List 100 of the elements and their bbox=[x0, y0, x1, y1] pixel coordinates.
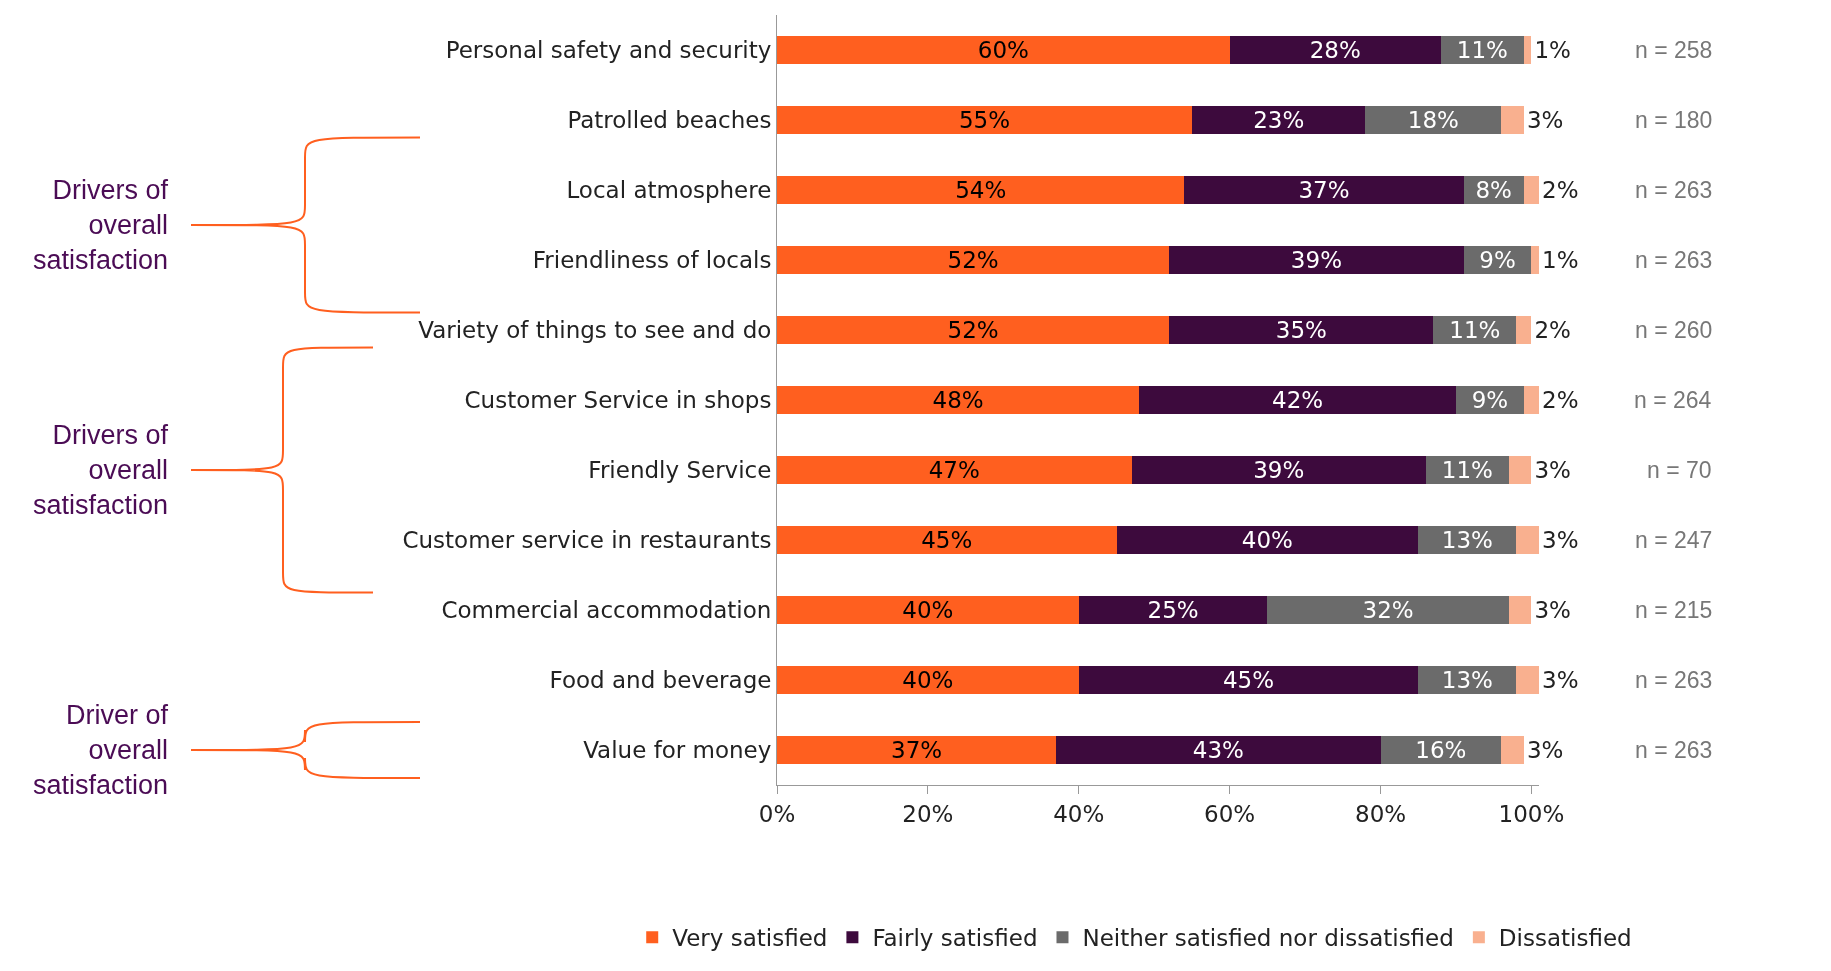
y-tick-label: Patrolled beaches bbox=[567, 107, 772, 134]
data-label: 40% bbox=[1241, 527, 1293, 553]
bar bbox=[1229, 36, 1441, 64]
bar bbox=[1169, 246, 1464, 274]
data-label: 13% bbox=[1441, 527, 1493, 553]
bar bbox=[1523, 176, 1539, 204]
text: n = 263 bbox=[1635, 667, 1713, 693]
y-tick-label: Variety of things to see and do bbox=[418, 317, 772, 344]
data-label: 43% bbox=[1192, 737, 1244, 763]
data-label: 11% bbox=[1441, 457, 1493, 483]
data-label: 11% bbox=[1449, 317, 1501, 343]
data-label: 2% bbox=[1534, 317, 1571, 343]
x-tick-label: 20% bbox=[902, 800, 954, 827]
bar bbox=[1365, 106, 1502, 134]
data-label: 60% bbox=[977, 37, 1029, 63]
data-label: 37% bbox=[1298, 177, 1350, 203]
y-tick-label: Personal safety and security bbox=[445, 37, 772, 64]
text: n = 260 bbox=[1635, 317, 1713, 343]
bar bbox=[1078, 666, 1419, 694]
data-label: 3% bbox=[1534, 457, 1571, 483]
bar bbox=[1531, 246, 1539, 274]
bar bbox=[1078, 596, 1268, 624]
data-label: 2% bbox=[1542, 387, 1579, 413]
data-label: 3% bbox=[1542, 667, 1579, 693]
data-label: 45% bbox=[921, 527, 973, 553]
x-tick-label: 60% bbox=[1204, 800, 1256, 827]
x-tick-label: 100% bbox=[1498, 800, 1565, 827]
bar bbox=[1516, 526, 1539, 554]
bar bbox=[777, 106, 1192, 134]
data-label: 39% bbox=[1253, 457, 1305, 483]
bar bbox=[777, 526, 1117, 554]
bar bbox=[1116, 526, 1419, 554]
data-label: 3% bbox=[1526, 737, 1564, 763]
text: n = 258 bbox=[1635, 37, 1713, 63]
data-label: 2% bbox=[1542, 177, 1579, 203]
data-label: 1% bbox=[1542, 247, 1579, 273]
data-label: 35% bbox=[1275, 317, 1327, 343]
bar bbox=[1267, 596, 1509, 624]
data-label: 47% bbox=[928, 457, 980, 483]
bar bbox=[1508, 456, 1532, 484]
y-tick-label: Customer service in restaurants bbox=[402, 527, 772, 554]
bar bbox=[1169, 316, 1434, 344]
data-label: 16% bbox=[1415, 737, 1467, 763]
data-label: 18% bbox=[1407, 107, 1459, 133]
data-label: 42% bbox=[1272, 387, 1324, 413]
bar bbox=[777, 176, 1185, 204]
x-tick-label: 0% bbox=[758, 800, 796, 827]
x-tick-label: 40% bbox=[1053, 800, 1105, 827]
text: n = 264 bbox=[1634, 387, 1712, 413]
data-label: 37% bbox=[891, 737, 943, 763]
y-tick-label: Local atmosphere bbox=[566, 177, 772, 204]
bar bbox=[777, 456, 1132, 484]
text: n = 215 bbox=[1635, 597, 1713, 623]
data-label: 52% bbox=[947, 317, 999, 343]
bar bbox=[777, 596, 1079, 624]
bar bbox=[1184, 176, 1464, 204]
y-tick-label: Food and beverage bbox=[549, 667, 772, 694]
y-tick-label: Commercial accommodation bbox=[441, 597, 772, 624]
text: n = 263 bbox=[1635, 737, 1713, 763]
bar bbox=[1508, 596, 1532, 624]
text: n = 70 bbox=[1647, 457, 1712, 483]
data-label: 55% bbox=[958, 107, 1011, 133]
x-tick-label: 80% bbox=[1355, 800, 1407, 827]
y-tick-label: Friendly Service bbox=[588, 457, 772, 484]
y-tick-label: Friendliness of locals bbox=[532, 247, 772, 274]
data-label: 54% bbox=[955, 177, 1007, 203]
data-label: 40% bbox=[902, 667, 954, 693]
data-label: 1% bbox=[1534, 37, 1571, 63]
data-label: 48% bbox=[932, 387, 984, 413]
data-label: 28% bbox=[1309, 37, 1361, 63]
bar bbox=[1501, 106, 1524, 134]
data-label: 8% bbox=[1475, 177, 1512, 203]
text: Driver of overall satisfaction bbox=[33, 700, 169, 801]
bar bbox=[1516, 316, 1532, 344]
data-label: 9% bbox=[1471, 387, 1509, 413]
bar bbox=[777, 666, 1079, 694]
data-label: 45% bbox=[1222, 667, 1275, 693]
data-label: 3% bbox=[1534, 597, 1571, 623]
legend-label: Very satisfied bbox=[672, 925, 828, 952]
legend-label: Dissatisfied bbox=[1498, 925, 1632, 952]
data-label: 3% bbox=[1526, 107, 1564, 133]
text: n = 263 bbox=[1635, 247, 1713, 273]
text: Drivers of overall satisfaction bbox=[33, 175, 169, 276]
bar bbox=[1139, 386, 1457, 414]
bar bbox=[1523, 386, 1539, 414]
data-label: 9% bbox=[1479, 247, 1516, 273]
bar bbox=[777, 246, 1170, 274]
data-label: 11% bbox=[1456, 37, 1508, 63]
bar bbox=[1131, 456, 1426, 484]
text: n = 263 bbox=[1635, 177, 1713, 203]
bar bbox=[777, 736, 1057, 764]
data-label: 13% bbox=[1441, 667, 1493, 693]
y-tick-label: Value for money bbox=[583, 737, 772, 764]
bar bbox=[777, 316, 1170, 344]
text: n = 180 bbox=[1635, 107, 1713, 133]
data-label: 25% bbox=[1147, 597, 1199, 623]
bar bbox=[777, 36, 1230, 64]
text: Drivers of overall satisfaction bbox=[33, 420, 169, 521]
bar bbox=[1516, 666, 1539, 694]
data-label: 52% bbox=[947, 247, 999, 273]
